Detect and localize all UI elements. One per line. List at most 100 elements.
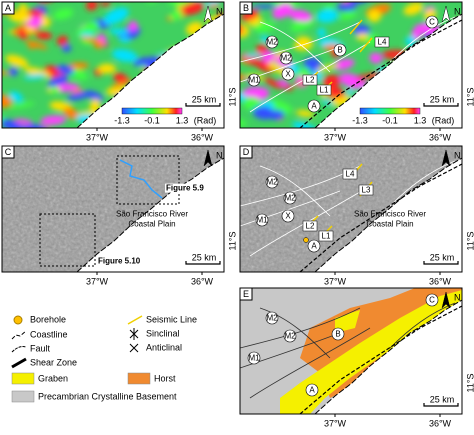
anomaly (18, 27, 28, 40)
anomaly (170, 10, 183, 21)
x-tick-label: 36°W (191, 276, 214, 286)
legend-symbol (11, 330, 27, 340)
colorbar-tick: 1.3 (176, 115, 189, 125)
label-circle (331, 327, 345, 341)
borehole (303, 237, 309, 243)
label-bg (165, 183, 206, 193)
anomaly (405, 35, 416, 45)
x-tick-label: 37°W (86, 132, 109, 142)
panel-frame (239, 287, 463, 415)
map-panel: E N 25 km 37°W 36°W 11°S M2 M2 B C M1 A (239, 287, 474, 428)
anomaly (93, 39, 104, 49)
legend-label: Horst (154, 373, 176, 383)
legend-symbol (13, 315, 23, 325)
map-label: L4 (378, 38, 387, 47)
anomaly (251, 4, 277, 9)
colorbar (121, 107, 183, 115)
legend-symbol (127, 315, 143, 325)
map-label: C (429, 18, 435, 27)
anomaly (22, 123, 49, 128)
label-circle (265, 175, 279, 189)
map-label: L4 (346, 170, 355, 179)
fault (259, 21, 331, 73)
panel-letter: D (243, 147, 250, 157)
label-box (358, 184, 374, 196)
label-box (302, 220, 318, 232)
anomaly (112, 130, 137, 146)
anomaly (2, 68, 11, 75)
ocean (77, 14, 224, 128)
map-area (240, 146, 462, 272)
ocean (315, 300, 462, 414)
graben-swatch (11, 372, 35, 385)
scale-bar (423, 261, 459, 265)
colorbar-tick: 1.3 (414, 115, 427, 125)
fault (240, 307, 361, 349)
map-label: M1 (256, 216, 268, 225)
fault (249, 327, 371, 399)
label-circle (265, 35, 279, 49)
coastline (76, 157, 224, 272)
anomaly (403, 2, 424, 16)
map-panel: D N 25 km 37°W 36°W 11°S M2 M2 X M1 L4 L3 L2 L1 A São F… (239, 145, 474, 286)
map-label: Coastal Plain (128, 220, 175, 229)
label-box (316, 84, 332, 96)
ocean (315, 158, 462, 272)
scale-bar (423, 403, 459, 407)
anomaly (316, 8, 339, 23)
map-label: L3 (362, 186, 371, 195)
map-label: M2 (284, 332, 296, 341)
anomaly (180, 2, 204, 16)
basement-swatch (11, 390, 35, 403)
legend-symbol (11, 346, 27, 353)
x-tick-label: 36°W (429, 418, 452, 428)
map-label: C (429, 296, 435, 305)
label-circle (283, 191, 297, 205)
shear-zone (299, 305, 462, 414)
anomaly (24, 133, 37, 145)
x-tick-label: 37°W (324, 132, 347, 142)
map-panel: C N 25 km 37°W 36°W 11°S Figure 5.9 Figure 5.10… (1, 145, 237, 286)
anomaly (167, 2, 195, 6)
north-label: N (454, 292, 461, 302)
label-circle (333, 43, 347, 57)
anomaly (296, 109, 315, 117)
anomaly (253, 21, 275, 33)
fault (249, 185, 371, 257)
north-arrow (441, 5, 451, 23)
scale-label: 25 km (430, 94, 455, 104)
panel-letter-box (239, 1, 253, 15)
map-panel: A N 25 km -1.3 -0.1 1.3 (Rad) 37°W 36°W 11°S (1, 1, 237, 146)
label-circle (425, 293, 439, 307)
label-box (318, 230, 334, 242)
y-tick-label: 11°S (227, 232, 237, 251)
map-label: A (311, 242, 317, 251)
panel-frame (1, 145, 225, 273)
label-bg (97, 256, 142, 266)
fault (249, 41, 371, 113)
anomaly (35, 31, 53, 40)
map-label: X (285, 212, 291, 221)
legend-label: Graben (38, 373, 68, 383)
legend-label: Precambrian Crystalline Basement (38, 391, 177, 401)
anomaly (2, 119, 25, 128)
anomaly (112, 49, 138, 63)
legend-label: Shear Zone (30, 357, 77, 367)
map-label: M2 (266, 178, 278, 187)
anomaly (278, 79, 289, 87)
seismic-line (359, 37, 373, 53)
anomaly (295, 36, 313, 50)
anomaly (303, 57, 320, 69)
x-tick-label: 36°W (191, 132, 214, 142)
borehole-symbol (13, 315, 23, 325)
colorbar-tick: -1.3 (352, 115, 368, 125)
map-label: M1 (248, 354, 260, 363)
legend-symbol (129, 328, 139, 340)
label-circle (307, 99, 321, 113)
north-label: N (454, 150, 461, 160)
shear-zone (299, 19, 462, 128)
north-label: N (216, 150, 223, 160)
scale-label: 25 km (430, 394, 455, 404)
legend-symbol (127, 372, 151, 385)
